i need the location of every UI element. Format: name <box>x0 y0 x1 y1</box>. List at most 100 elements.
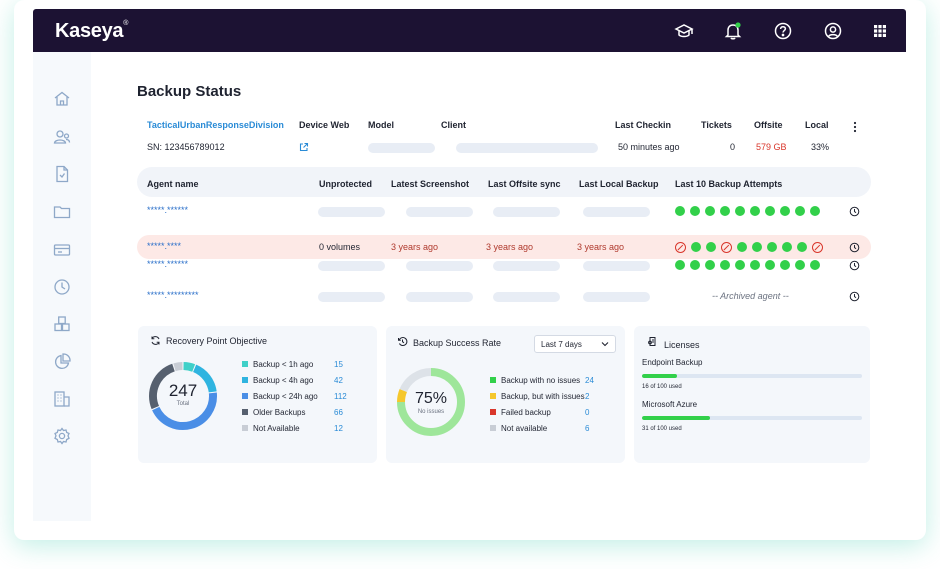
rpo-donut-slice <box>152 392 217 430</box>
brand-name: Kaseya <box>55 20 124 42</box>
legend-label: Backup < 24h ago <box>253 392 318 401</box>
failed-attempt-icon <box>721 242 732 253</box>
rpo-legend-item: Backup < 1h ago <box>242 360 313 369</box>
success-dot-icon <box>765 260 775 270</box>
home-icon[interactable] <box>52 89 72 109</box>
user-icon[interactable] <box>823 21 843 41</box>
bell-icon[interactable] <box>723 21 743 41</box>
external-link-icon[interactable] <box>299 142 309 152</box>
backup-attempts <box>675 206 820 216</box>
building-icon[interactable] <box>52 389 72 409</box>
success-dot-icon <box>690 206 700 216</box>
period-select-value: Last 7 days <box>541 340 582 349</box>
rpo-title: Recovery Point Objective <box>166 336 268 346</box>
bsr-legend-item: Failed backup <box>490 408 551 417</box>
legend-swatch <box>490 425 496 431</box>
history-icon[interactable] <box>849 260 860 271</box>
placeholder-pill <box>318 207 385 217</box>
period-select[interactable]: Last 7 days <box>534 335 616 353</box>
settings-icon[interactable] <box>52 426 72 446</box>
refresh-icon <box>150 335 161 346</box>
bsr-legend-item: Not available <box>490 424 547 433</box>
history-icon[interactable] <box>849 291 860 302</box>
offsite-header: Offsite <box>754 120 783 130</box>
folder-icon[interactable] <box>52 202 72 222</box>
tickets-header: Tickets <box>701 120 732 130</box>
model-placeholder <box>368 143 435 153</box>
rpo-donut-slice <box>183 362 196 372</box>
registered-mark: ® <box>123 20 129 27</box>
license-icon <box>647 336 658 347</box>
sidebar <box>33 52 91 521</box>
success-dot-icon <box>675 260 685 270</box>
agent-name-header: Agent name <box>147 179 199 189</box>
bsr-panel: Backup Success Rate Last 7 days 75% No i… <box>386 326 625 463</box>
last-backup-attempts-header: Last 10 Backup Attempts <box>675 179 783 189</box>
placeholder-pill <box>493 292 560 302</box>
device-name-link[interactable]: TacticalUrbanResponseDivision <box>147 120 284 130</box>
legend-label: Older Backups <box>253 408 306 417</box>
history-icon[interactable] <box>849 206 860 217</box>
agent-row[interactable]: *****.****** <box>137 199 871 223</box>
legend-swatch <box>490 409 496 415</box>
kebab-menu-icon[interactable] <box>853 121 857 133</box>
legend-swatch <box>490 377 496 383</box>
success-dot-icon <box>797 242 807 252</box>
pie-chart-icon[interactable] <box>52 352 72 372</box>
success-dot-icon <box>782 242 792 252</box>
last-checkin-header: Last Checkin <box>615 120 672 130</box>
placeholder-pill <box>583 207 650 217</box>
archived-agent-label: -- Archived agent -- <box>712 291 789 301</box>
success-dot-icon <box>750 206 760 216</box>
ticket-icon[interactable] <box>52 240 72 260</box>
latest-screenshot-value: 3 years ago <box>391 242 439 252</box>
agent-name-link[interactable]: *****.********* <box>147 290 199 300</box>
apps-grid-icon[interactable] <box>870 21 890 41</box>
placeholder-pill <box>406 292 473 302</box>
legend-value: 2 <box>585 392 590 401</box>
client-placeholder <box>456 143 598 153</box>
legend-value: 66 <box>334 408 343 417</box>
license-usage-fill <box>642 374 678 378</box>
brand-logo[interactable]: Kaseya® <box>55 20 128 43</box>
success-dot-icon <box>795 206 805 216</box>
rpo-legend-item: Backup < 4h ago <box>242 376 313 385</box>
agent-row[interactable]: *****.****** <box>137 253 871 277</box>
legend-label: Failed backup <box>501 408 551 417</box>
history-icon[interactable] <box>849 242 860 253</box>
rpo-donut-chart <box>149 362 217 430</box>
license-usage-fill <box>642 416 711 420</box>
agent-name-link[interactable]: *****.****** <box>147 205 189 215</box>
document-icon[interactable] <box>52 164 72 184</box>
success-dot-icon <box>705 260 715 270</box>
device-web-header: Device Web <box>299 120 350 130</box>
agent-row[interactable]: *****.********* -- Archived agent -- <box>137 284 871 308</box>
agent-name-link[interactable]: *****.****** <box>147 259 189 269</box>
license-usage-bar <box>642 374 862 378</box>
backup-attempts <box>675 242 823 253</box>
users-icon[interactable] <box>52 127 72 147</box>
rpo-legend-item: Older Backups <box>242 408 305 417</box>
last-local-backup-value: 3 years ago <box>577 242 625 252</box>
legend-swatch <box>242 409 248 415</box>
success-dot-icon <box>720 260 730 270</box>
unprotected-value: 0 volumes <box>319 242 361 252</box>
agent-row[interactable]: *****.**** 0 volumes 3 years ago 3 years… <box>137 235 871 259</box>
graduation-cap-icon[interactable] <box>674 21 694 41</box>
history-icon <box>397 336 408 347</box>
success-dot-icon <box>752 242 762 252</box>
clock-icon[interactable] <box>52 277 72 297</box>
license-name: Endpoint Backup <box>642 358 703 367</box>
last-offsite-sync-header: Last Offsite sync <box>488 179 561 189</box>
client-header: Client <box>441 120 467 130</box>
agent-name-link[interactable]: *****.**** <box>147 241 182 251</box>
bsr-legend-item: Backup, but with issues <box>490 392 585 401</box>
licenses-panel: Licenses Endpoint Backup 16 of 100 used … <box>634 326 870 463</box>
help-icon[interactable] <box>773 21 793 41</box>
boxes-icon[interactable] <box>52 314 72 334</box>
model-header: Model <box>368 120 394 130</box>
legend-swatch <box>242 377 248 383</box>
success-dot-icon <box>780 260 790 270</box>
failed-attempt-icon <box>675 242 686 253</box>
page-title: Backup Status <box>137 83 242 100</box>
